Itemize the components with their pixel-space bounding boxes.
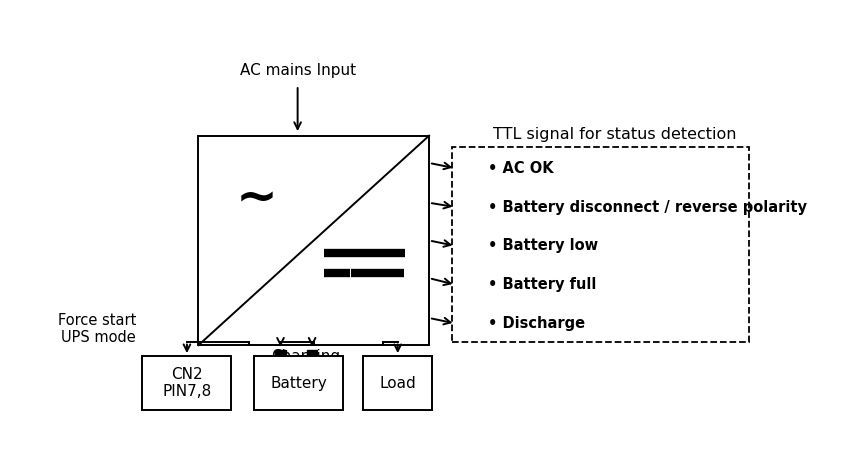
Text: • Discharge: • Discharge bbox=[488, 316, 586, 331]
Text: • AC OK: • AC OK bbox=[488, 161, 554, 176]
Text: • Battery full: • Battery full bbox=[488, 277, 597, 292]
Text: Battery: Battery bbox=[270, 376, 327, 391]
Text: TTL signal for status detection: TTL signal for status detection bbox=[493, 127, 737, 142]
Bar bbox=[143, 356, 231, 410]
Bar bbox=[363, 356, 433, 410]
Text: • Battery low: • Battery low bbox=[488, 238, 598, 253]
Text: CN2
PIN7,8: CN2 PIN7,8 bbox=[162, 367, 212, 399]
Bar bbox=[452, 147, 749, 341]
Text: Load: Load bbox=[379, 376, 416, 391]
Bar bbox=[275, 349, 286, 356]
Text: • Battery disconnect / reverse polarity: • Battery disconnect / reverse polarity bbox=[488, 199, 808, 214]
Bar bbox=[199, 136, 429, 345]
Bar bbox=[307, 349, 317, 356]
Text: AC mains Input: AC mains Input bbox=[240, 63, 355, 78]
Text: Charging: Charging bbox=[271, 349, 340, 364]
Text: ∼: ∼ bbox=[235, 174, 277, 223]
Text: Force start
UPS mode: Force start UPS mode bbox=[58, 313, 136, 345]
Bar bbox=[254, 356, 343, 410]
